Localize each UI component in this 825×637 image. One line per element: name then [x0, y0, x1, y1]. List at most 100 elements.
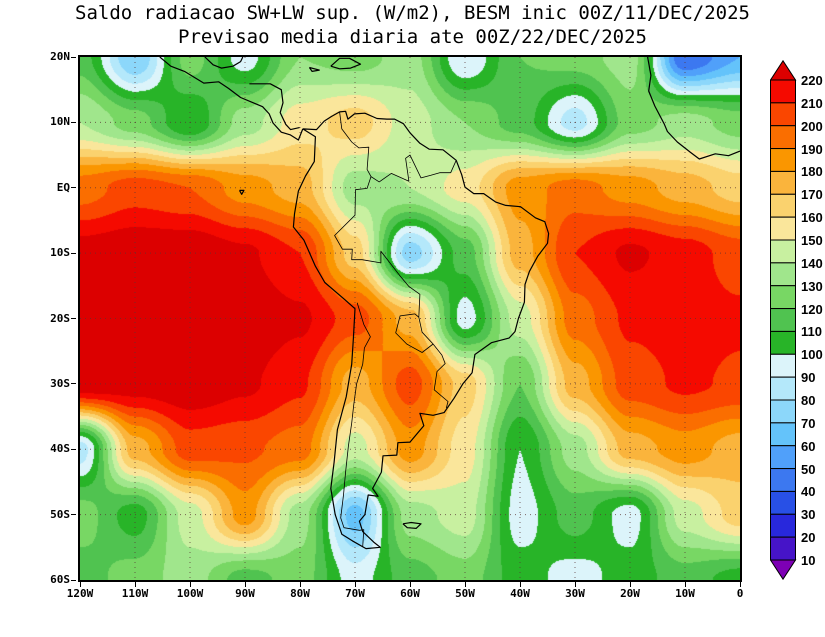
x-tick-label: 100W [176, 587, 204, 600]
colorbar-tick-label: 40 [801, 484, 816, 500]
colorbar-segment [770, 148, 796, 172]
colorbar-segment [770, 468, 796, 492]
y-tick-mark [71, 187, 76, 189]
chart-title: Saldo radiacao SW+LW sup. (W/m2), BESM i… [75, 2, 750, 24]
colorbar-tick-label: 220 [801, 73, 823, 88]
y-tick-mark [71, 121, 76, 123]
x-tick-mark [684, 582, 686, 587]
colorbar-segment [770, 353, 796, 378]
x-tick-label: 60W [400, 587, 420, 600]
y-tick-mark [71, 448, 76, 450]
colorbar-tick-label: 130 [801, 278, 823, 294]
x-tick-mark [299, 582, 301, 587]
colorbar-segment [770, 170, 796, 195]
x-tick-label: 30W [565, 587, 585, 600]
chart-subtitle: Previsao media diaria ate 00Z/22/DEC/202… [178, 26, 647, 48]
y-tick-mark [71, 318, 76, 319]
x-tick-label: 50W [455, 587, 475, 600]
colorbar-tick-label: 110 [801, 324, 822, 340]
x-tick-mark [134, 582, 136, 587]
x-tick-label: 90W [235, 587, 255, 600]
colorbar-segment [770, 125, 796, 150]
x-tick-label: 80W [290, 587, 310, 600]
x-tick-label: 0 [736, 587, 744, 600]
x-tick-mark [629, 582, 631, 587]
coastline [647, 57, 740, 160]
colorbar-tick-label: 30 [801, 507, 816, 523]
y-tick-label: 10S [50, 246, 70, 260]
x-tick-mark [739, 582, 741, 587]
colorbar-tick-label: 190 [801, 141, 823, 157]
colorbar-tick-label: 180 [801, 164, 823, 180]
x-tick-mark [574, 582, 576, 587]
x-tick-mark [409, 582, 411, 587]
colorbar-segment [770, 216, 796, 241]
x-tick-mark [244, 582, 246, 587]
colorbar-tick-label: 50 [801, 461, 816, 477]
x-tick-label: 70W [345, 587, 365, 600]
colorbar-segment [770, 399, 796, 424]
colorbar-arrow-top [770, 60, 797, 81]
x-tick-mark [464, 582, 466, 587]
colorbar-tick-label: 140 [801, 255, 823, 271]
y-tick-label: 50S [50, 507, 70, 521]
colorbar-segment [770, 193, 796, 218]
colorbar-segment [770, 445, 796, 470]
colorbar-tick-label: 200 [801, 118, 823, 134]
y-tick-label: 10N [50, 115, 70, 129]
y-tick-mark [71, 252, 76, 254]
colorbar-arrow-bottom [770, 559, 797, 580]
y-tick-label: 60S [50, 573, 70, 586]
colorbar-tick-label: 10 [801, 553, 816, 568]
colorbar-segment [770, 536, 796, 561]
x-tick-label: 110W [121, 587, 149, 600]
colorbar-segment [770, 239, 796, 264]
colorbar-tick-label: 60 [801, 438, 816, 454]
coastline [249, 83, 300, 131]
y-tick-mark [71, 579, 76, 581]
y-tick-label: 20N [50, 50, 70, 63]
x-tick-label: 120W [66, 587, 94, 600]
colorbar-tick-label: 120 [801, 301, 823, 317]
colorbar-segment [770, 262, 796, 287]
coastline [292, 110, 550, 550]
coastline [159, 57, 304, 141]
coastline [238, 189, 245, 195]
colorbar-segment [770, 102, 796, 127]
colorbar-tick-label: 70 [801, 415, 816, 431]
colorbar-tick-label: 170 [801, 187, 823, 203]
x-tick-mark [354, 582, 356, 587]
colorbar-segment [770, 308, 796, 332]
colorbar-tick-label: 90 [801, 370, 816, 386]
y-tick-mark [71, 383, 76, 385]
country-border [334, 154, 457, 409]
coastline [330, 57, 362, 70]
coastline [204, 57, 244, 69]
colorbar-segment [770, 285, 796, 310]
colorbar-tick-label: 100 [801, 347, 823, 363]
y-tick-label: 30S [50, 376, 70, 390]
country-border [395, 313, 434, 353]
colorbar-segment [770, 330, 796, 355]
x-tick-mark [79, 582, 81, 587]
colorbar-tick-label: 20 [801, 530, 816, 546]
y-tick-label: 20S [50, 311, 70, 325]
colorbar-segment [770, 376, 796, 401]
x-tick-label: 40W [510, 587, 530, 600]
colorbar-segment [770, 422, 796, 447]
colorbar-tick-label: 210 [801, 95, 823, 111]
colorbar-tick-label: 160 [801, 210, 823, 226]
colorbar-segment [770, 79, 796, 104]
colorbar-tick-label: 80 [801, 393, 816, 408]
x-tick-mark [519, 582, 521, 587]
coastline [308, 66, 320, 72]
x-tick-label: 10W [675, 587, 695, 600]
country-border [339, 111, 372, 177]
y-tick-mark [71, 514, 76, 516]
x-tick-mark [189, 582, 191, 587]
colorbar-segment [770, 490, 796, 515]
map-overlay [80, 57, 740, 580]
x-tick-label: 20W [620, 587, 640, 600]
colorbar [770, 60, 797, 580]
